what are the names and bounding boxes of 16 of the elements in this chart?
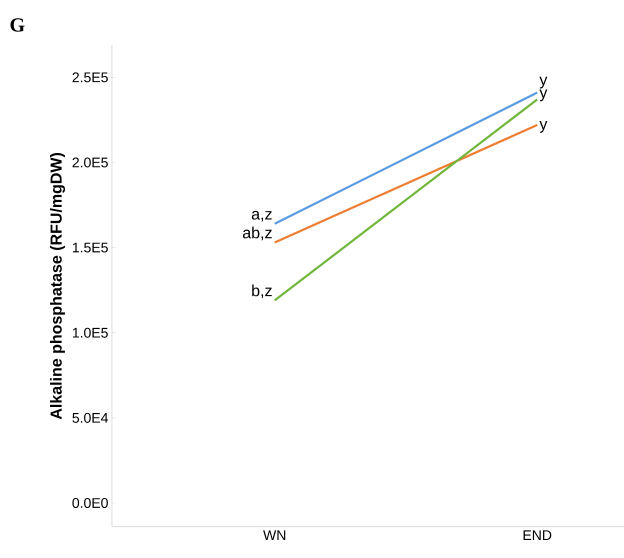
y-tick-label: 2.5E5 xyxy=(72,72,108,82)
chart-title: G xyxy=(10,18,25,32)
x-tick-label: WN xyxy=(263,530,286,540)
y-tick-label: 1.5E5 xyxy=(72,242,108,253)
y-tick-label: 5.0E4 xyxy=(72,412,108,423)
annotation: y xyxy=(539,76,548,89)
y-tick-label: 1.0E5 xyxy=(72,328,108,338)
y-axis-title: Alkaline phosphatase (RFU/mgDW) xyxy=(50,153,65,420)
annotation: b,z xyxy=(252,284,272,298)
y-tick-label: 0.0E0 xyxy=(72,498,108,508)
annotation: y xyxy=(539,121,548,133)
annotation: a,z xyxy=(252,210,272,222)
x-tick-label: END xyxy=(524,530,552,540)
annotation: y xyxy=(539,90,548,102)
annotation: ab,z xyxy=(242,226,272,240)
y-tick-label: 2.0E5 xyxy=(72,158,108,168)
